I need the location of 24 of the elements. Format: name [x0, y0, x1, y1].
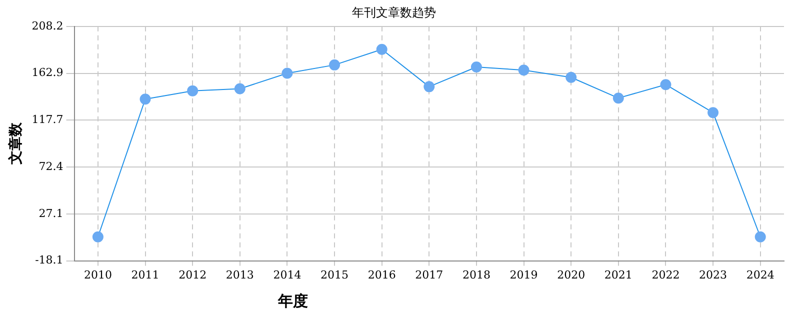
y-axis-title: 文章数	[7, 122, 24, 166]
x-axis-title: 年度	[278, 292, 308, 311]
x-tick-label: 2015	[320, 268, 349, 282]
x-tick-label: 2024	[746, 268, 774, 282]
y-tick-label: 162.9	[32, 66, 64, 80]
x-tick-label: 2020	[557, 268, 586, 282]
x-tick-label: 2012	[178, 268, 207, 282]
x-tick-label: 2023	[699, 268, 728, 282]
x-tick-label: 2018	[462, 268, 490, 282]
y-tick-label: 208.2	[32, 19, 64, 32]
x-tick-label: 2016	[368, 268, 396, 282]
x-tick-label: 2021	[604, 268, 632, 282]
x-tick-label: 2011	[131, 268, 160, 282]
y-tick-label: 72.4	[38, 160, 64, 173]
x-tick-label: 2017	[415, 268, 444, 282]
x-tick-label: 2013	[226, 268, 254, 282]
y-tick-label: -18.1	[35, 254, 64, 267]
x-tick-label: 2022	[652, 268, 680, 282]
x-tick-label: 2019	[510, 268, 538, 282]
y-tick-label: 27.1	[38, 206, 64, 220]
chart-title: 年刊文章数趋势	[352, 5, 436, 20]
y-tick-label: 117.7	[32, 113, 64, 126]
x-tick-label: 2014	[273, 268, 302, 282]
x-tick-label: 2010	[84, 268, 112, 282]
